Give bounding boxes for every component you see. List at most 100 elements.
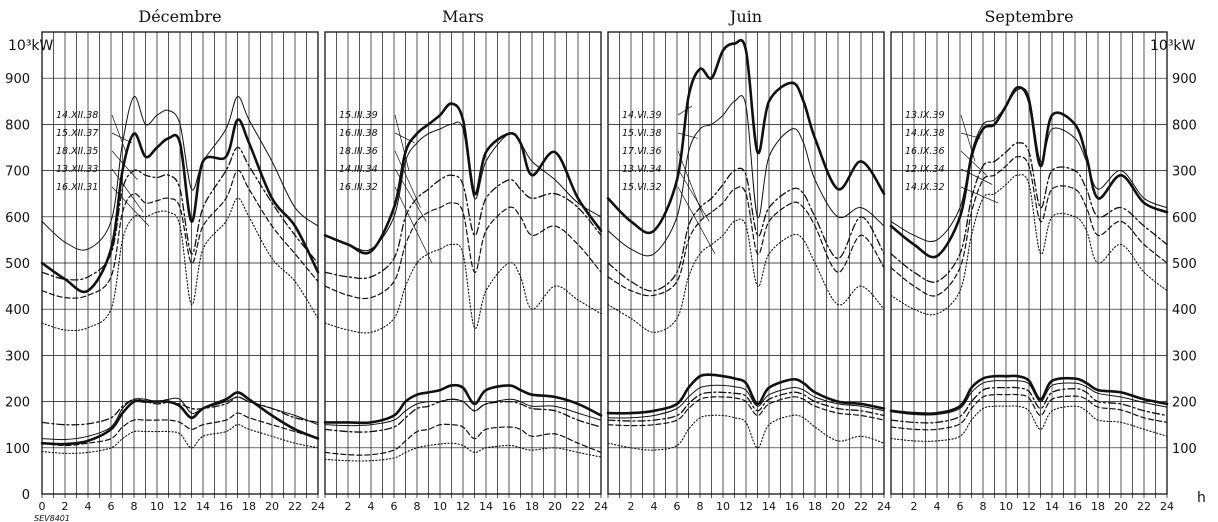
x-tick-label: 12	[1022, 500, 1036, 513]
x-tick-label: 12	[456, 500, 470, 513]
series-date-label: 15.VI.38	[622, 128, 662, 139]
label-leader-line	[960, 150, 987, 176]
y-tick-label-left: 700	[5, 165, 30, 180]
x-tick-label: 24	[311, 500, 325, 513]
series-line-min	[324, 442, 602, 462]
series-line-min	[41, 396, 319, 426]
series-line-max	[889, 85, 1169, 259]
series-line-max	[41, 146, 319, 281]
x-tick-label: 12	[173, 500, 187, 513]
x-tick-label: 4	[934, 500, 941, 513]
series-date-label: 13.VI.34	[622, 164, 662, 175]
x-tick-label: 20	[831, 500, 845, 513]
series-line-max	[607, 218, 885, 333]
x-tick-label: 22	[854, 500, 868, 513]
series-date-label: 14.IX.32	[905, 182, 945, 193]
x-tick-label: 14	[762, 500, 776, 513]
x-tick-label: 8	[131, 500, 138, 513]
series-line-min	[607, 396, 885, 427]
x-tick-label: 0	[39, 500, 46, 513]
series-date-label: 18.III.36	[339, 146, 378, 157]
series-line-max	[890, 156, 1168, 297]
series-date-label: 15.III.39	[339, 110, 378, 121]
x-tick-label: 14	[196, 500, 210, 513]
x-tick-label: 10	[716, 500, 730, 513]
series-date-label: 16.IX.36	[905, 146, 945, 157]
label-leader-line	[960, 132, 981, 139]
x-tick-label: 18	[808, 500, 822, 513]
y-tick-label-right: 400	[1172, 303, 1197, 318]
label-leader-line	[394, 168, 427, 222]
x-tick-label: 20	[1114, 500, 1128, 513]
x-unit-label: h	[1197, 490, 1206, 506]
series-line-max	[324, 243, 602, 334]
y-tick-label-right: 300	[1172, 349, 1197, 364]
x-tick-label: 18	[525, 500, 539, 513]
x-tick-label: 10	[433, 500, 447, 513]
x-tick-label: 22	[1137, 500, 1151, 513]
label-leader-line	[111, 150, 138, 181]
label-leader-line	[394, 132, 415, 144]
label-leader-line	[111, 132, 132, 144]
series-line-min	[890, 405, 1168, 442]
series-line-min	[323, 383, 603, 425]
x-tick-label: 20	[265, 500, 279, 513]
series-line-max	[324, 121, 602, 252]
label-leader-line	[677, 105, 693, 116]
series-line-max	[890, 174, 1168, 316]
series-line-max	[607, 167, 885, 292]
series-line-max	[324, 174, 602, 280]
x-tick-label: 16	[219, 500, 233, 513]
x-tick-label: 24	[594, 500, 608, 513]
series-line-max	[41, 96, 319, 251]
label-leader-line	[677, 186, 716, 254]
y-tick-label-left: 100	[5, 442, 30, 457]
series-date-label: 16.III.32	[339, 182, 378, 193]
series-layer	[40, 38, 1169, 462]
y-tick-label-left: 500	[5, 257, 30, 272]
x-tick-label: 8	[414, 500, 421, 513]
x-tick-label: 12	[739, 500, 753, 513]
x-tick-label: 2	[628, 500, 635, 513]
x-tick-label: 18	[242, 500, 256, 513]
y-tick-label-left: 200	[5, 396, 30, 411]
series-line-min	[890, 380, 1168, 416]
x-tick-label: 10	[999, 500, 1013, 513]
label-leader-line	[111, 114, 127, 153]
series-date-label: 16.XII.31	[56, 182, 98, 193]
x-tick-label: 6	[957, 500, 964, 513]
x-tick-label: 16	[502, 500, 516, 513]
series-line-min	[324, 398, 602, 433]
label-leader-line	[677, 150, 704, 217]
y-tick-label-left: 800	[5, 118, 30, 133]
x-tick-label: 16	[1068, 500, 1082, 513]
y-tick-label-left: 900	[5, 72, 30, 87]
x-tick-label: 18	[1091, 500, 1105, 513]
panel-title: Mars	[442, 7, 484, 26]
x-tick-label: 6	[674, 500, 681, 513]
series-line-min	[607, 414, 885, 451]
series-line-min	[890, 386, 1168, 424]
series-line-min	[324, 423, 602, 456]
x-tick-label: 10	[150, 500, 164, 513]
series-date-label: 14.XII.38	[56, 110, 98, 121]
panel-title: Décembre	[138, 7, 221, 26]
panel-title: Juin	[728, 7, 762, 26]
x-tick-label: 6	[108, 500, 115, 513]
label-leader-line	[677, 168, 710, 222]
series-line-min	[607, 391, 885, 422]
y-tick-label-left: 400	[5, 303, 30, 318]
series-date-label: 15.VI.32	[622, 182, 662, 193]
x-tick-label: 6	[391, 500, 398, 513]
series-line-max	[324, 202, 602, 300]
series-line-max	[607, 186, 885, 297]
x-tick-label: 8	[980, 500, 987, 513]
y-tick-label-left: 600	[5, 211, 30, 226]
x-tick-label: 22	[288, 500, 302, 513]
series-line-max	[890, 142, 1168, 283]
x-tick-label: 16	[785, 500, 799, 513]
y-tick-label-right: 800	[1172, 118, 1197, 133]
panel-title: Septembre	[984, 7, 1073, 26]
label-leader-line	[111, 186, 150, 227]
series-date-label: 14.IX.38	[905, 128, 945, 139]
